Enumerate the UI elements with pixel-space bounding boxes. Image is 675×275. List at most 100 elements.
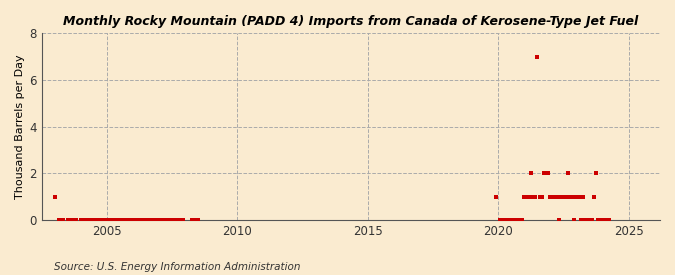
Point <box>173 218 184 222</box>
Point <box>119 218 130 222</box>
Point <box>587 218 597 222</box>
Point <box>578 195 589 199</box>
Point <box>90 218 101 222</box>
Point <box>512 218 523 222</box>
Point <box>153 218 164 222</box>
Point <box>92 218 103 222</box>
Point <box>551 195 562 199</box>
Point <box>82 218 92 222</box>
Point <box>101 218 112 222</box>
Point <box>514 218 525 222</box>
Point <box>147 218 158 222</box>
Point <box>110 218 121 222</box>
Point <box>76 218 86 222</box>
Point <box>593 218 603 222</box>
Point <box>573 195 584 199</box>
Point <box>176 218 186 222</box>
Point <box>589 195 599 199</box>
Point <box>165 218 176 222</box>
Point <box>106 218 117 222</box>
Point <box>103 218 114 222</box>
Point <box>115 218 126 222</box>
Point <box>541 171 551 176</box>
Point <box>149 218 160 222</box>
Title: Monthly Rocky Mountain (PADD 4) Imports from Canada of Kerosene-Type Jet Fuel: Monthly Rocky Mountain (PADD 4) Imports … <box>63 15 639 28</box>
Point <box>571 195 582 199</box>
Point <box>603 218 614 222</box>
Point <box>569 218 580 222</box>
Point <box>108 218 119 222</box>
Point <box>151 218 162 222</box>
Point <box>591 171 601 176</box>
Point <box>138 218 149 222</box>
Point <box>88 218 99 222</box>
Point <box>186 218 197 222</box>
Point <box>534 195 545 199</box>
Point <box>134 218 144 222</box>
Point <box>519 195 530 199</box>
Point <box>543 171 554 176</box>
Point <box>580 218 591 222</box>
Point <box>158 218 169 222</box>
Point <box>117 218 128 222</box>
Point <box>80 218 90 222</box>
Point <box>532 54 543 59</box>
Point <box>140 218 151 222</box>
Point <box>521 195 532 199</box>
Point <box>576 218 587 222</box>
Y-axis label: Thousand Barrels per Day: Thousand Barrels per Day <box>15 54 25 199</box>
Point <box>167 218 178 222</box>
Point <box>97 218 108 222</box>
Point <box>497 218 508 222</box>
Point <box>121 218 132 222</box>
Text: Source: U.S. Energy Information Administration: Source: U.S. Energy Information Administ… <box>54 262 300 272</box>
Point <box>567 195 578 199</box>
Point <box>188 218 199 222</box>
Point <box>495 218 506 222</box>
Point <box>128 218 138 222</box>
Point <box>595 218 606 222</box>
Point <box>53 218 64 222</box>
Point <box>584 218 595 222</box>
Point <box>171 218 182 222</box>
Point <box>539 171 549 176</box>
Point <box>525 171 536 176</box>
Point <box>537 195 547 199</box>
Point <box>192 218 203 222</box>
Point <box>554 218 564 222</box>
Point <box>523 195 534 199</box>
Point <box>504 218 514 222</box>
Point <box>136 218 147 222</box>
Point <box>500 218 510 222</box>
Point <box>142 218 153 222</box>
Point <box>86 218 97 222</box>
Point <box>508 218 519 222</box>
Point <box>95 218 106 222</box>
Point <box>130 218 140 222</box>
Point <box>126 218 136 222</box>
Point <box>506 218 516 222</box>
Point <box>58 218 69 222</box>
Point <box>547 195 558 199</box>
Point <box>132 218 142 222</box>
Point <box>123 218 134 222</box>
Point <box>67 218 78 222</box>
Point <box>549 195 560 199</box>
Point <box>597 218 608 222</box>
Point <box>169 218 180 222</box>
Point <box>601 218 612 222</box>
Point <box>562 171 573 176</box>
Point <box>530 195 541 199</box>
Point <box>558 195 569 199</box>
Point <box>62 218 73 222</box>
Point <box>582 218 593 222</box>
Point <box>564 195 575 199</box>
Point <box>99 218 110 222</box>
Point <box>545 195 556 199</box>
Point <box>528 195 539 199</box>
Point <box>560 195 571 199</box>
Point <box>162 218 173 222</box>
Point <box>78 218 88 222</box>
Point <box>491 195 502 199</box>
Point <box>517 218 528 222</box>
